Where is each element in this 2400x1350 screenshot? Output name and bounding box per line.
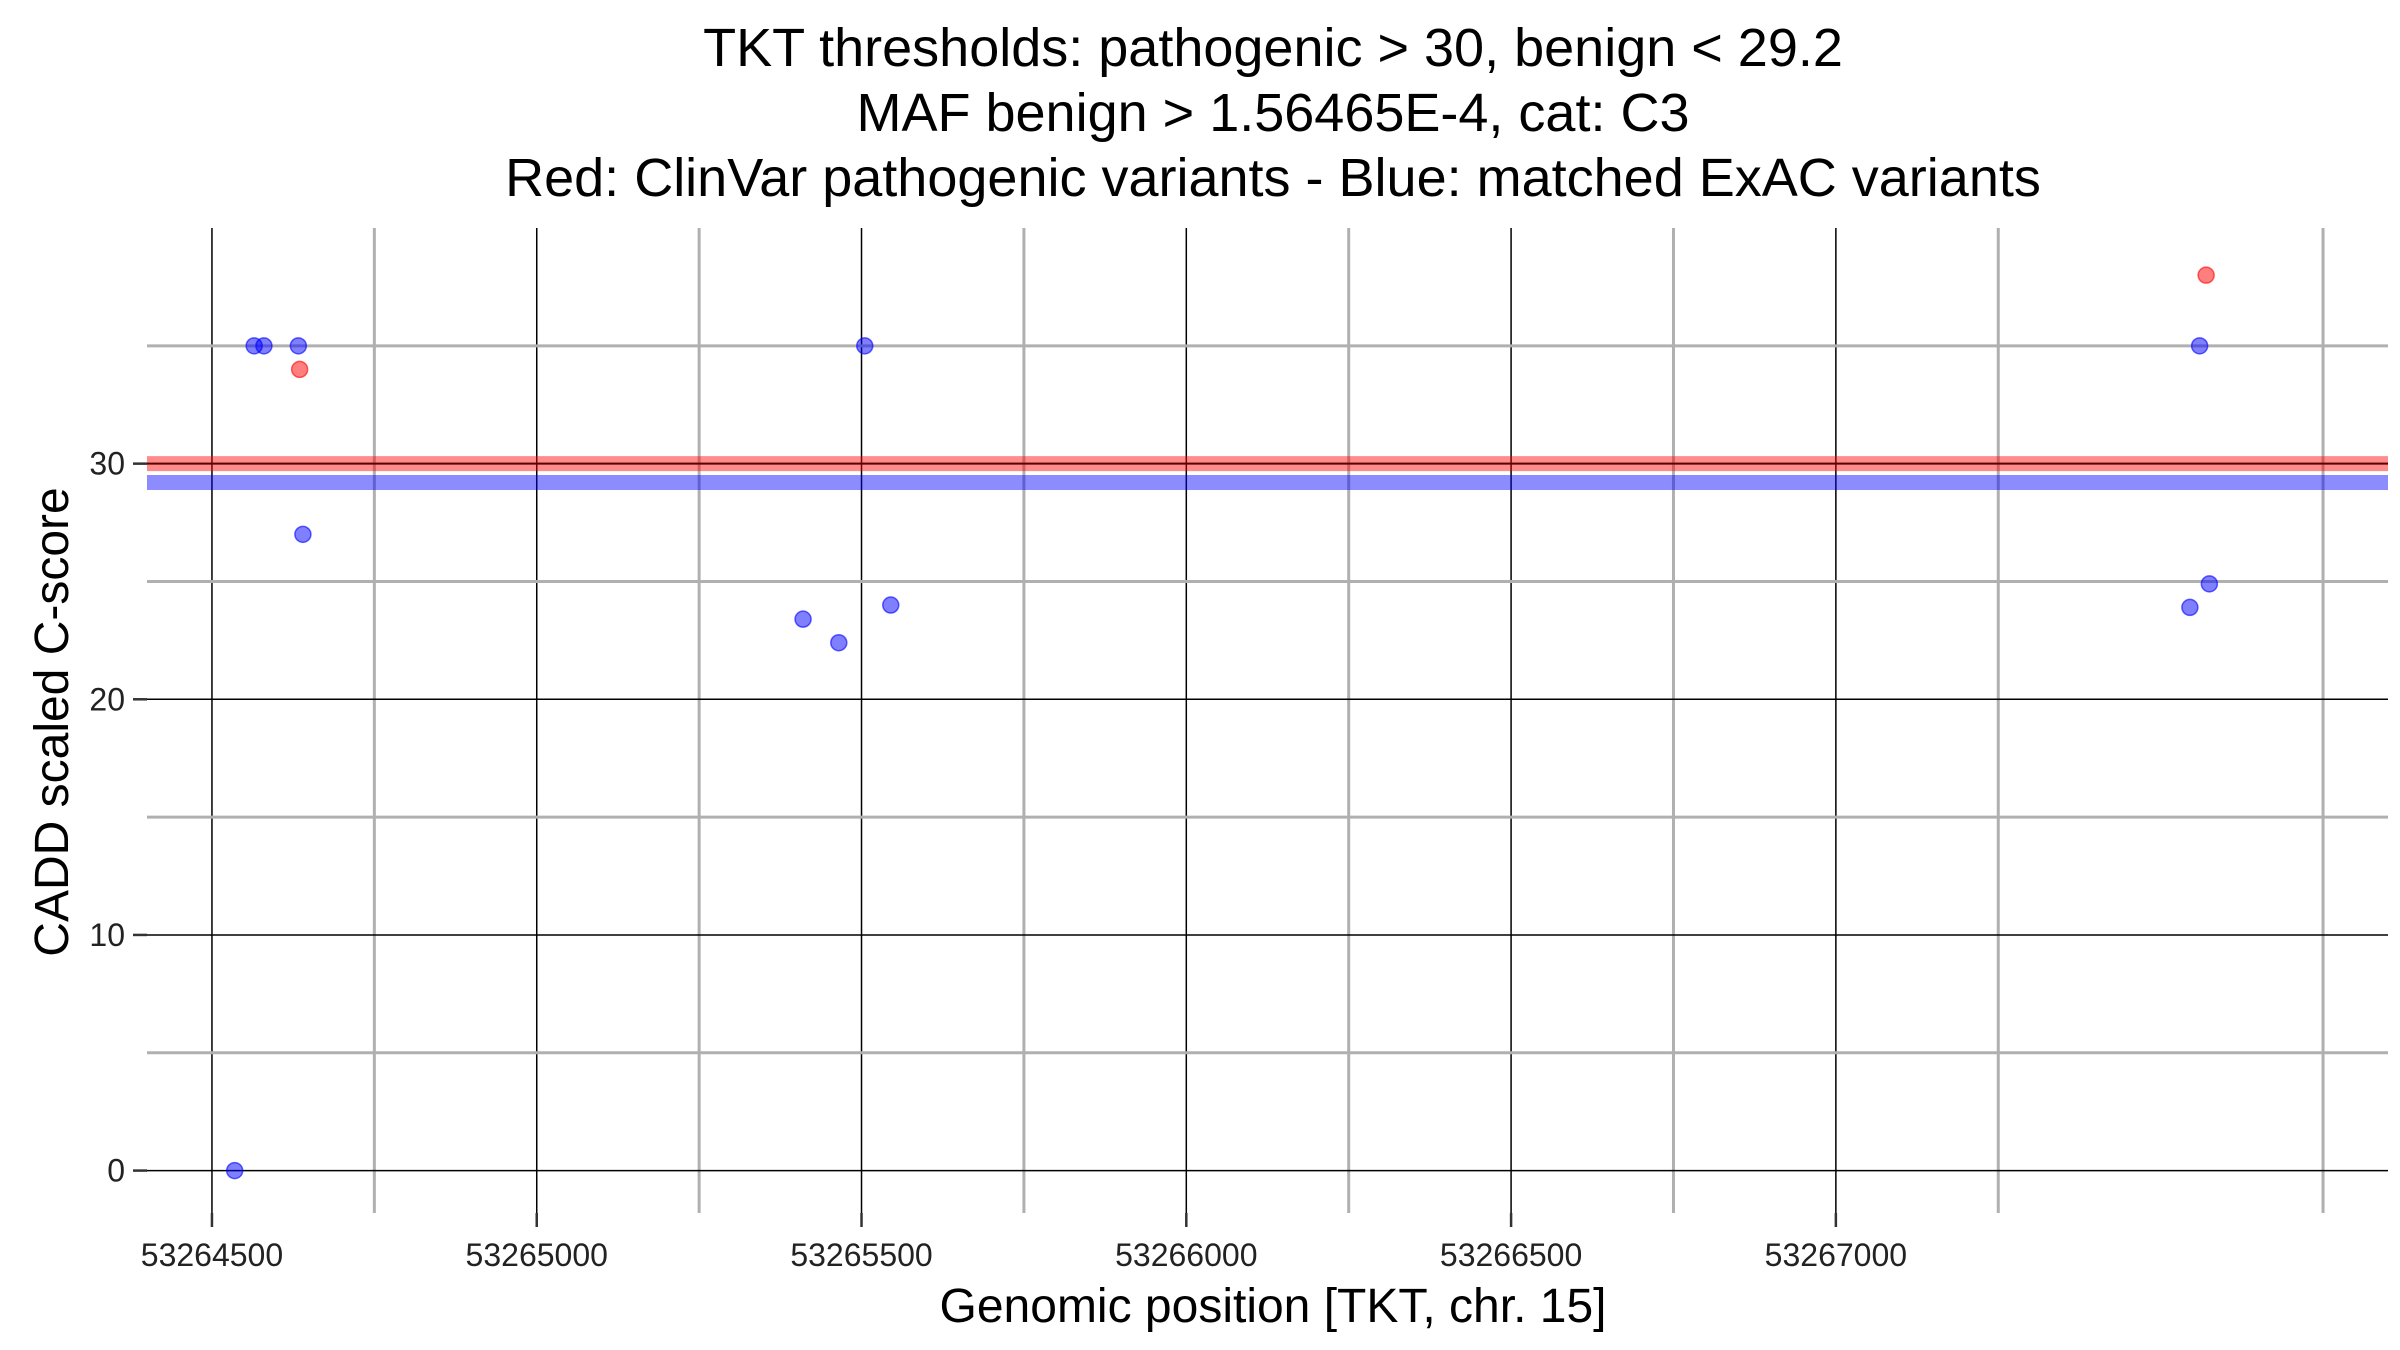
title-line-3: Red: ClinVar pathogenic variants - Blue:… (505, 148, 2041, 208)
x-tick-label: 53266000 (1115, 1237, 1257, 1273)
y-tick-label: 0 (107, 1153, 125, 1189)
x-tick-label: 53267000 (1765, 1237, 1907, 1273)
clinvar-pathogenic-point (290, 360, 309, 379)
exac-variant-point (2200, 575, 2219, 593)
x-tick-label: 53264500 (141, 1237, 283, 1273)
clinvar-pathogenic-point (2197, 266, 2215, 284)
chart-title: TKT thresholds: pathogenic > 30, benign … (505, 18, 2041, 208)
exac-variant-point (294, 525, 312, 544)
exac-variant-point (225, 1161, 244, 1180)
exac-variant-point (882, 596, 900, 614)
exac-variant-point (856, 337, 874, 355)
x-tick-label: 53265500 (790, 1237, 932, 1273)
exac-variant-point (289, 337, 308, 355)
y-tick-label: 10 (89, 917, 125, 953)
x-axis-label: Genomic position [TKT, chr. 15] (940, 1280, 1607, 1333)
exac-variant-point (2181, 598, 2199, 617)
axis-ticks: 53264500 53265000 53265500 53266000 53266500… (89, 446, 1907, 1273)
exac-variant-point (830, 633, 848, 652)
exac-variant-point (794, 610, 812, 628)
exac-variant-point (255, 337, 273, 355)
y-axis-label: CADD scaled C-score (26, 487, 79, 956)
data-points (225, 266, 2219, 1180)
y-tick-label: 20 (89, 681, 125, 717)
threshold-bands (147, 456, 2388, 490)
title-line-1: TKT thresholds: pathogenic > 30, benign … (703, 18, 1843, 78)
title-line-2: MAF benign > 1.56465E-4, cat: C3 (857, 83, 1690, 143)
grid-lines (147, 228, 2388, 1213)
exac-variant-point (2190, 337, 2209, 355)
x-tick-label: 53266500 (1440, 1237, 1582, 1273)
x-tick-label: 53265000 (466, 1237, 608, 1273)
y-tick-label: 30 (89, 446, 125, 482)
